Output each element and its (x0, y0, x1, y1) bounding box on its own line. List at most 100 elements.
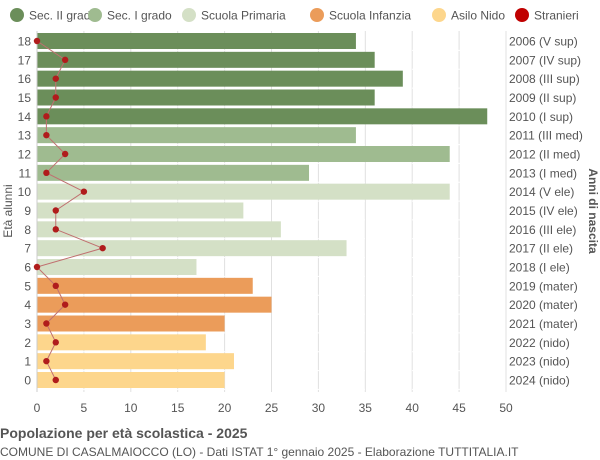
stranieri-point (33, 37, 41, 45)
y-right-tick-label: 2017 (II ele) (509, 242, 573, 256)
stranieri-point (43, 320, 50, 327)
bar (37, 146, 450, 162)
y-tick-label: 16 (18, 72, 32, 86)
legend-marker (432, 8, 446, 22)
bar (37, 127, 356, 144)
y-tick-label: 14 (18, 110, 32, 124)
stranieri-point (43, 169, 50, 177)
y-right-tick-label: 2024 (nido) (509, 374, 570, 388)
x-tick-label: 5 (81, 401, 88, 415)
y-right-tick-label: 2020 (mater) (509, 298, 578, 312)
x-tick-label: 50 (499, 401, 513, 415)
y-right-tick-label: 2022 (nido) (509, 336, 570, 350)
y-tick-label: 10 (18, 185, 32, 199)
legend-label: Sec. II grado (29, 9, 97, 23)
y-right-tick-label: 2019 (mater) (509, 279, 578, 293)
stranieri-point (43, 113, 50, 120)
bar (37, 259, 197, 275)
stranieri-point (61, 56, 69, 64)
y-right-tick-label: 2015 (IV ele) (509, 204, 578, 218)
y-right-tick-label: 2010 (I sup) (509, 110, 573, 124)
legend-marker (88, 8, 102, 22)
stranieri-point (61, 150, 69, 158)
y-tick-label: 3 (24, 317, 31, 331)
y-tick-label: 17 (18, 53, 32, 67)
y-right-tick-label: 2014 (V ele) (509, 185, 574, 199)
y-tick-label: 2 (24, 336, 31, 350)
y-right-tick-label: 2011 (III med) (509, 129, 583, 143)
stranieri-point (52, 75, 59, 82)
y-right-tick-label: 2021 (mater) (509, 317, 578, 331)
legend-label: Asilo Nido (451, 9, 505, 23)
x-tick-label: 0 (34, 401, 41, 415)
bar (37, 70, 403, 87)
bar (37, 33, 356, 49)
bar (37, 372, 225, 388)
bar (37, 51, 375, 68)
y-right-tick-label: 2016 (III ele) (509, 223, 576, 237)
x-tick-label: 15 (171, 401, 185, 415)
bar (37, 353, 234, 370)
y-right-tick-label: 2009 (II sup) (509, 91, 576, 105)
y-right-tick-label: 2012 (II med) (509, 148, 580, 162)
y-tick-label: 12 (18, 148, 32, 162)
y-tick-label: 9 (24, 204, 31, 218)
stranieri-point (61, 301, 69, 308)
stranieri-point (43, 357, 50, 365)
y-tick-label: 0 (24, 374, 31, 388)
legend-marker (10, 8, 24, 22)
stranieri-point (33, 263, 41, 271)
bar (37, 183, 450, 200)
legend-label: Sec. I grado (107, 9, 172, 23)
y-right-tick-label: 2018 (I ele) (509, 261, 570, 275)
bar (37, 277, 253, 294)
chart-subtitle: COMUNE DI CASALMAIOCCO (LO) - Dati ISTAT… (0, 445, 519, 459)
bar (37, 221, 281, 238)
bar (37, 202, 244, 219)
bar (37, 334, 206, 351)
y-tick-label: 1 (24, 355, 31, 369)
bar (37, 108, 488, 125)
stranieri-point (52, 94, 59, 101)
stranieri-point (80, 188, 88, 195)
bar (37, 240, 347, 257)
legend-label: Scuola Primaria (201, 9, 286, 23)
y-tick-label: 11 (19, 166, 32, 180)
y-axis-title: Età alunni (1, 184, 15, 237)
y-tick-label: 7 (24, 242, 31, 256)
chart-title: Popolazione per età scolastica - 2025 (0, 425, 248, 441)
stranieri-point (52, 376, 59, 384)
y-right-axis-title: Anni di nascita (586, 168, 600, 254)
legend-marker (310, 8, 324, 22)
y-tick-label: 18 (18, 35, 32, 49)
bar (37, 164, 310, 181)
legend-marker (515, 8, 529, 22)
x-tick-label: 40 (406, 401, 420, 415)
y-right-tick-label: 2008 (III sup) (509, 72, 580, 86)
y-right-tick-label: 2007 (IV sup) (509, 53, 581, 67)
x-tick-label: 45 (452, 401, 466, 415)
bar (37, 296, 272, 313)
y-tick-label: 5 (24, 279, 31, 293)
stranieri-point (52, 282, 59, 290)
y-tick-label: 8 (24, 223, 31, 237)
legend-label: Stranieri (534, 9, 579, 23)
chart-svg: Sec. II grado Sec. I grado Scuola Primaria… (1, 8, 600, 415)
bar (37, 315, 225, 332)
legend-label: Scuola Infanzia (329, 9, 411, 23)
stranieri-point (52, 339, 59, 346)
y-tick-label: 13 (18, 129, 32, 143)
stranieri-point (43, 131, 50, 139)
stranieri-point (52, 207, 59, 214)
y-right-tick-label: 2006 (V sup) (509, 35, 578, 49)
y-tick-label: 15 (18, 91, 32, 105)
x-tick-label: 10 (124, 401, 138, 415)
x-tick-label: 20 (218, 401, 232, 415)
x-tick-label: 35 (359, 401, 373, 415)
x-tick-label: 30 (312, 401, 326, 415)
stranieri-point (99, 244, 106, 252)
y-tick-label: 4 (24, 298, 31, 312)
bar (37, 89, 375, 106)
stranieri-point (52, 226, 59, 233)
